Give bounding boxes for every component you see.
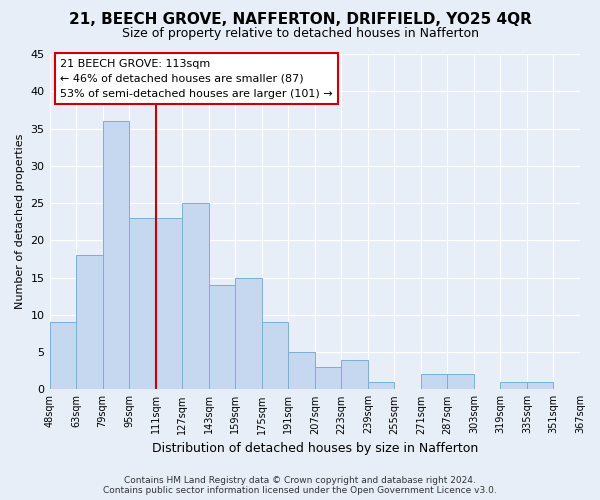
- Bar: [421, 374, 448, 390]
- Bar: [500, 382, 527, 390]
- Bar: [155, 218, 182, 390]
- Bar: [341, 360, 368, 390]
- Text: Size of property relative to detached houses in Nafferton: Size of property relative to detached ho…: [121, 28, 479, 40]
- Text: Contains HM Land Registry data © Crown copyright and database right 2024.
Contai: Contains HM Land Registry data © Crown c…: [103, 476, 497, 495]
- Bar: [527, 382, 553, 390]
- Bar: [235, 278, 262, 390]
- Bar: [182, 203, 209, 390]
- Bar: [209, 285, 235, 390]
- Bar: [288, 352, 315, 390]
- Bar: [50, 322, 76, 390]
- Bar: [368, 382, 394, 390]
- X-axis label: Distribution of detached houses by size in Nafferton: Distribution of detached houses by size …: [152, 442, 478, 455]
- Bar: [315, 367, 341, 390]
- Bar: [129, 218, 155, 390]
- Bar: [262, 322, 288, 390]
- Bar: [103, 121, 129, 390]
- Bar: [76, 255, 103, 390]
- Text: 21, BEECH GROVE, NAFFERTON, DRIFFIELD, YO25 4QR: 21, BEECH GROVE, NAFFERTON, DRIFFIELD, Y…: [68, 12, 532, 28]
- Y-axis label: Number of detached properties: Number of detached properties: [15, 134, 25, 310]
- Bar: [448, 374, 474, 390]
- Text: 21 BEECH GROVE: 113sqm
← 46% of detached houses are smaller (87)
53% of semi-det: 21 BEECH GROVE: 113sqm ← 46% of detached…: [60, 59, 333, 98]
